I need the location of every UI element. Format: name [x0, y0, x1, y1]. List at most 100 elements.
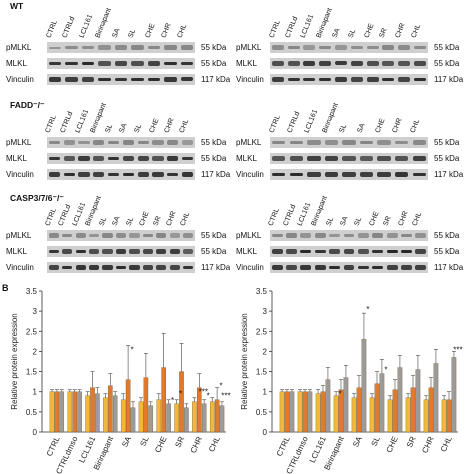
kda-label: 55 kDa	[434, 154, 460, 163]
group-label-wt: WT	[10, 1, 24, 11]
blot-band	[386, 249, 398, 253]
row-label: MLKL	[236, 154, 257, 163]
blot-band	[78, 172, 90, 177]
bar	[209, 401, 215, 433]
bar	[125, 379, 131, 433]
blot-band	[156, 264, 167, 271]
blot-band	[272, 172, 286, 177]
blot-strip	[47, 137, 195, 148]
bar	[166, 403, 171, 433]
blot-band	[386, 232, 398, 239]
bar	[433, 363, 439, 433]
blot-band	[142, 233, 153, 238]
kda-label: 55 kDa	[201, 43, 227, 52]
bar	[451, 357, 457, 433]
group-label-fadd: FADD⁻/⁻	[10, 100, 45, 110]
blot-band	[414, 77, 427, 82]
blot-band	[180, 77, 193, 82]
blot-band	[81, 76, 95, 83]
x-tick-label: SR	[405, 435, 418, 449]
blot-band	[65, 46, 78, 49]
blot-band	[131, 60, 144, 67]
blot-band	[377, 172, 391, 177]
blot-band	[180, 61, 193, 66]
kda-label: 117 kDa	[201, 170, 231, 179]
blot-band	[400, 249, 412, 253]
blot-band	[147, 77, 161, 82]
blot-band	[183, 248, 194, 255]
blot-band	[81, 61, 95, 66]
blot-band	[394, 172, 409, 177]
y-tick-label: 1	[263, 388, 268, 397]
bar	[423, 399, 429, 433]
blot-band	[183, 265, 194, 270]
blot-band	[65, 61, 78, 66]
x-tick-label: SL	[138, 435, 151, 448]
bar	[54, 391, 60, 433]
blot-band	[357, 248, 369, 255]
blot-band	[394, 141, 409, 144]
kda-label: 55 kDa	[434, 43, 460, 52]
y-tick-label: 0	[33, 428, 38, 437]
blot-band	[93, 155, 105, 162]
blot-band	[63, 172, 75, 177]
blot-strip	[270, 153, 428, 164]
bar	[77, 391, 82, 433]
blot-band	[412, 156, 426, 161]
x-tick-label: CHR	[189, 435, 205, 455]
blot-band	[169, 249, 180, 254]
row-label: Vinculin	[6, 263, 34, 272]
blot-band	[412, 172, 426, 177]
bar	[387, 399, 393, 433]
blot-band	[152, 172, 164, 177]
bar	[120, 399, 126, 433]
blot-band	[114, 61, 128, 66]
blot-band	[48, 172, 60, 177]
y-tick-label: 1.5	[256, 368, 268, 377]
y-tick-label: 3	[263, 307, 268, 316]
blot-band	[319, 61, 332, 66]
bar	[108, 385, 113, 433]
blot-band	[271, 60, 284, 67]
blot-band	[324, 172, 339, 177]
x-tick-label: SR	[173, 435, 186, 449]
blot-band	[350, 61, 363, 66]
kda-label: 55 kDa	[434, 138, 460, 147]
blot-band	[272, 140, 286, 145]
blot-strip	[47, 58, 195, 69]
blot-band	[81, 46, 95, 49]
blot-band	[400, 264, 412, 271]
blot-band	[75, 249, 86, 254]
blot-band	[342, 140, 356, 145]
blot-band	[303, 44, 316, 51]
bar	[410, 387, 416, 433]
blot-band	[102, 233, 113, 238]
blot-band	[115, 265, 127, 270]
bar	[130, 407, 136, 433]
blot-band	[314, 249, 326, 254]
blot-band	[48, 140, 60, 145]
blot-band	[414, 46, 427, 49]
blot-band	[366, 46, 379, 49]
blot-band	[357, 232, 369, 239]
kda-label: 55 kDa	[201, 247, 227, 256]
row-label: MLKL	[6, 154, 27, 163]
kda-label: 117 kDa	[434, 170, 464, 179]
blot-band	[324, 156, 339, 161]
blot-band	[131, 77, 144, 82]
blot-band	[414, 61, 427, 66]
blot-band	[48, 264, 59, 271]
blot-band	[129, 248, 140, 255]
bar	[184, 407, 189, 433]
significance-marker: *	[171, 396, 174, 405]
blot-strip	[270, 58, 428, 69]
blot-band	[319, 46, 332, 49]
blot-band	[286, 264, 297, 271]
bar	[415, 369, 421, 433]
blot-band	[342, 155, 356, 162]
row-label: Vinculin	[236, 75, 264, 84]
blot-band	[289, 172, 303, 177]
blot-band	[271, 44, 284, 51]
x-tick-label: CHL	[207, 435, 222, 454]
blot-band	[286, 233, 297, 238]
